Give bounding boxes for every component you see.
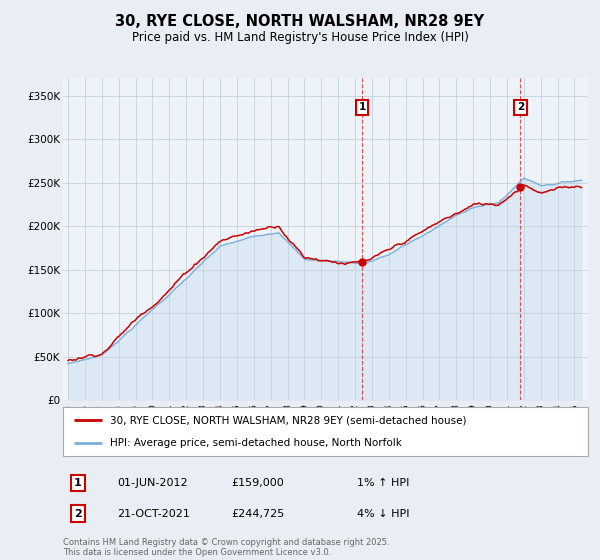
Text: 30, RYE CLOSE, NORTH WALSHAM, NR28 9EY: 30, RYE CLOSE, NORTH WALSHAM, NR28 9EY <box>115 14 485 29</box>
Text: £159,000: £159,000 <box>231 478 284 488</box>
Text: 2: 2 <box>74 508 82 519</box>
Text: 01-JUN-2012: 01-JUN-2012 <box>117 478 188 488</box>
Text: Price paid vs. HM Land Registry's House Price Index (HPI): Price paid vs. HM Land Registry's House … <box>131 31 469 44</box>
Text: £244,725: £244,725 <box>231 508 284 519</box>
Text: 2: 2 <box>517 102 524 113</box>
Text: Contains HM Land Registry data © Crown copyright and database right 2025.
This d: Contains HM Land Registry data © Crown c… <box>63 538 389 557</box>
Text: 1% ↑ HPI: 1% ↑ HPI <box>357 478 409 488</box>
Text: 30, RYE CLOSE, NORTH WALSHAM, NR28 9EY (semi-detached house): 30, RYE CLOSE, NORTH WALSHAM, NR28 9EY (… <box>110 416 467 426</box>
Text: 21-OCT-2021: 21-OCT-2021 <box>117 508 190 519</box>
Text: 4% ↓ HPI: 4% ↓ HPI <box>357 508 409 519</box>
Text: HPI: Average price, semi-detached house, North Norfolk: HPI: Average price, semi-detached house,… <box>110 438 402 448</box>
Text: 1: 1 <box>359 102 366 113</box>
Text: 1: 1 <box>74 478 82 488</box>
